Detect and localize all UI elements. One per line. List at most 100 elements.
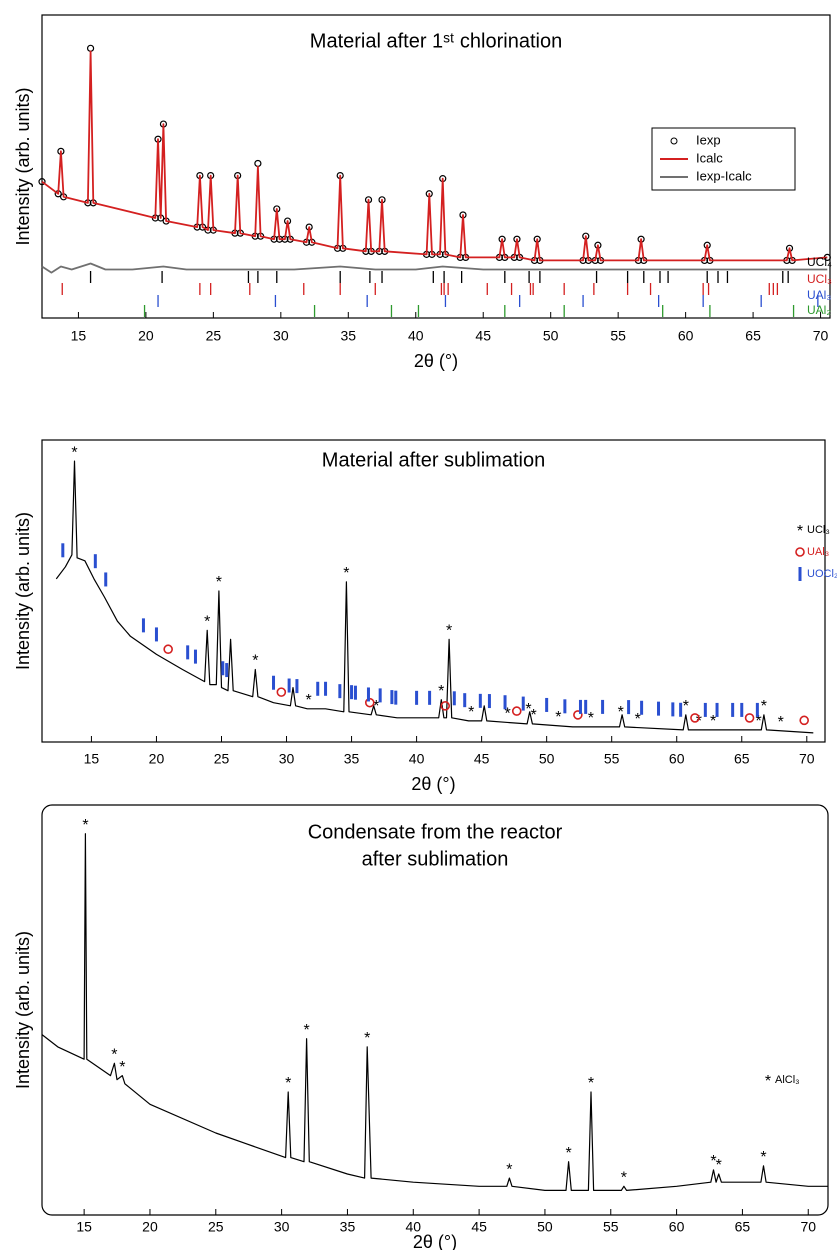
- legend-symbol: [670, 137, 678, 145]
- phase-label: UAl₃: [807, 288, 831, 302]
- phase-marker: *: [82, 817, 88, 834]
- phase-marker: [225, 663, 229, 678]
- phase-marker: *: [438, 683, 444, 700]
- phase-marker: [740, 702, 744, 717]
- x-tick-label: 65: [734, 751, 750, 767]
- phase-marker: *: [621, 1170, 627, 1187]
- phase-marker: [415, 690, 419, 705]
- phase-marker: [487, 694, 491, 709]
- phase-marker: [452, 691, 456, 706]
- phase-marker: [295, 679, 299, 694]
- phase-marker: *: [71, 444, 77, 461]
- chart-title: Condensate from the reactor: [308, 821, 563, 843]
- phase-marker: [463, 693, 467, 708]
- phase-marker: [316, 681, 320, 696]
- phase-marker: [715, 702, 719, 717]
- phase-marker: *: [710, 713, 716, 730]
- phase-marker: [573, 710, 583, 720]
- phase-label: UCl₃: [807, 272, 832, 286]
- phase-marker: [61, 543, 65, 558]
- x-tick-label: 35: [340, 1219, 356, 1235]
- phase-marker: *: [696, 713, 702, 730]
- x-tick-label: 30: [273, 328, 289, 344]
- phase-marker: [163, 644, 173, 655]
- phase-marker: [627, 700, 631, 715]
- y-axis-label: Intensity (arb. units): [13, 931, 33, 1089]
- phase-marker: *: [285, 1075, 291, 1092]
- x-tick-label: 35: [344, 751, 360, 767]
- phase-marker: [744, 713, 755, 723]
- x-tick-label: 30: [279, 751, 295, 767]
- x-tick-label: 60: [669, 751, 685, 767]
- phase-marker: [563, 699, 567, 714]
- phase-marker: [287, 678, 291, 693]
- x-tick-label: 20: [138, 328, 154, 344]
- phase-marker: *: [760, 1149, 766, 1166]
- x-tick-label: 20: [142, 1219, 158, 1235]
- phase-marker: [193, 649, 197, 664]
- phase-label: UCl₄: [807, 255, 832, 269]
- x-tick-label: 50: [539, 751, 555, 767]
- x-tick-label: 65: [745, 328, 761, 344]
- x-tick-label: 50: [537, 1219, 553, 1235]
- phase-marker: [440, 701, 451, 711]
- legend-label: AlCl₃: [775, 1074, 800, 1086]
- phase-marker: [338, 684, 342, 699]
- phase-marker: [154, 627, 158, 642]
- legend-symbol: *: [797, 523, 803, 540]
- phase-marker: *: [566, 1145, 572, 1162]
- data-point: [38, 178, 46, 186]
- phase-marker: [353, 685, 357, 700]
- x-tick-label: 45: [475, 328, 491, 344]
- phase-marker: [755, 702, 759, 717]
- phase-marker: [731, 702, 735, 717]
- phase-marker: *: [111, 1047, 117, 1064]
- phase-marker: [141, 618, 145, 633]
- phase-marker: *: [468, 704, 474, 721]
- phase-marker: [657, 701, 661, 716]
- phase-marker: [478, 693, 482, 708]
- phase-marker: *: [683, 698, 689, 715]
- phase-marker: [272, 675, 276, 690]
- phase-marker: [640, 700, 644, 715]
- phase-marker: [503, 695, 507, 710]
- x-tick-label: 55: [604, 751, 620, 767]
- pattern-line: [41, 262, 828, 274]
- data-point: [254, 159, 262, 168]
- x-tick-label: 15: [71, 328, 87, 344]
- phase-marker: *: [531, 707, 537, 724]
- phase-marker: [186, 645, 190, 660]
- phase-label: UAl₂: [807, 303, 831, 317]
- phase-marker: [428, 690, 432, 705]
- phase-marker: [93, 554, 97, 569]
- phase-marker: *: [304, 1022, 310, 1039]
- phase-marker: *: [756, 713, 762, 730]
- x-tick-label: 35: [341, 328, 357, 344]
- phase-marker: *: [635, 711, 641, 728]
- x-tick-label: 20: [149, 751, 165, 767]
- phase-marker: [350, 685, 354, 700]
- legend-symbol: [798, 567, 802, 581]
- x-tick-label: 25: [208, 1219, 224, 1235]
- phase-marker: [390, 690, 394, 705]
- phase-marker: *: [506, 1161, 512, 1178]
- phase-marker: [394, 690, 398, 705]
- phase-marker: *: [216, 574, 222, 591]
- phase-marker: *: [588, 710, 594, 727]
- phase-marker: *: [525, 701, 531, 718]
- chart-title: Material after 1ˢᵗ chlorination: [310, 30, 562, 52]
- legend-symbol: *: [765, 1073, 771, 1090]
- phase-marker: [221, 661, 225, 676]
- chart-title: Material after sublimation: [322, 449, 545, 471]
- phase-marker: *: [119, 1059, 125, 1076]
- y-axis-label: Intensity (arb. units): [13, 512, 33, 670]
- x-tick-label: 25: [214, 751, 230, 767]
- legend-label: UCl₃: [807, 524, 830, 536]
- phase-marker: [276, 687, 287, 697]
- chart-title: after sublimation: [362, 848, 509, 870]
- x-axis-label: 2θ (°): [414, 351, 458, 371]
- phase-marker: [799, 715, 809, 726]
- x-axis-label: 2θ (°): [411, 774, 455, 794]
